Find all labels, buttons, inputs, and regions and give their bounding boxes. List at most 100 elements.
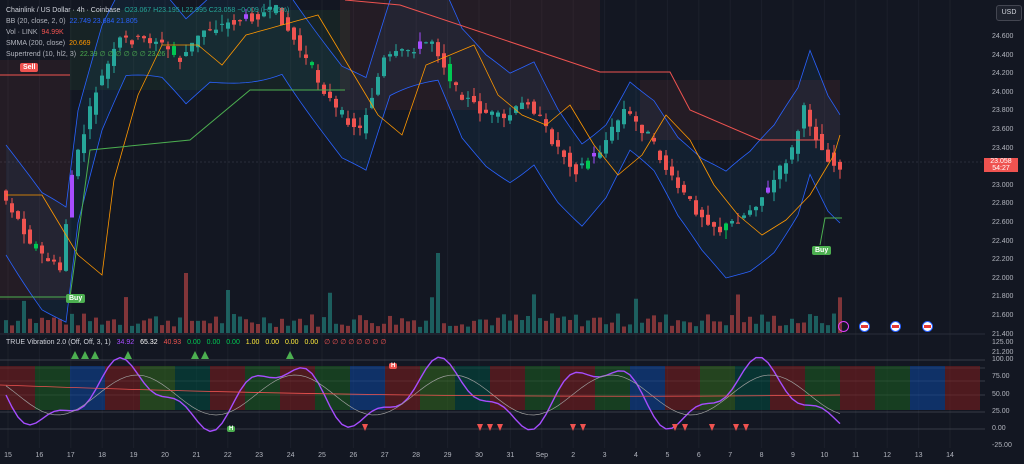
time-tick-label: 30 — [475, 452, 483, 459]
price-tick-label: 24.200 — [992, 70, 1014, 78]
candle — [76, 148, 80, 180]
bar-countdown: 54:27 — [992, 165, 1010, 172]
candle — [742, 212, 746, 220]
candle — [28, 225, 32, 245]
price-tick-label: 23.000 — [992, 181, 1014, 189]
candle — [454, 81, 458, 92]
candle — [808, 104, 812, 136]
time-tick-label: 6 — [696, 452, 701, 459]
symbol-title[interactable]: Chainlink / US Dollar · 4h · Coinbase — [6, 7, 121, 14]
oscillator-label[interactable]: TRUE Vibration 2.0 (Off, Off, 3, 1) — [6, 339, 111, 346]
time-tick-label: 16 — [35, 452, 44, 459]
candle — [22, 211, 26, 244]
time-tick-label: 19 — [129, 452, 138, 459]
vol-label[interactable]: Vol · LINK — [6, 29, 38, 36]
time-tick-label: 13 — [914, 452, 923, 459]
candle — [748, 205, 752, 217]
candle — [262, 3, 266, 18]
smma-label[interactable]: SMMA (200, close) — [6, 40, 66, 47]
candle — [208, 21, 212, 32]
candle — [406, 49, 410, 57]
candle — [286, 11, 290, 32]
candle — [670, 158, 674, 181]
time-tick-label: 28 — [412, 452, 421, 459]
candle — [322, 82, 326, 96]
candle — [826, 143, 830, 163]
candle — [610, 118, 614, 144]
price-tick-label: 21.800 — [992, 293, 1014, 301]
price-tick-label: 21.200 — [992, 349, 1014, 357]
osc-high-label: H — [389, 363, 398, 369]
price-tick-label: 24.000 — [992, 88, 1014, 96]
supertrend-value: 22.39 ∅ ∅ ∅ ∅ ∅ ∅ 23.26 — [80, 51, 166, 58]
candle — [346, 110, 350, 127]
candle — [70, 170, 74, 218]
candle — [604, 132, 608, 158]
us-flag-event-icon[interactable] — [859, 321, 870, 332]
candle — [256, 11, 260, 27]
candle — [130, 39, 134, 48]
candle — [766, 180, 770, 194]
price-tick-label: 22.600 — [992, 219, 1014, 226]
candle — [580, 157, 584, 169]
price-tick-label: 22.200 — [992, 256, 1014, 264]
us-flag-event-icon[interactable] — [922, 321, 933, 332]
candle — [712, 221, 716, 236]
candle — [814, 118, 818, 149]
candle — [664, 149, 668, 175]
candle — [832, 144, 836, 173]
osc-value-6: 0.00 — [226, 339, 240, 346]
candle — [142, 35, 146, 43]
time-tick-label: 31 — [506, 452, 515, 459]
osc-low-label: H — [227, 426, 236, 432]
candle — [400, 48, 404, 57]
candle — [688, 195, 692, 202]
osc-tick-label: -25.00 — [992, 442, 1012, 450]
osc-value-9: 0.00 — [284, 339, 299, 346]
time-tick-label: 8 — [759, 452, 764, 459]
bb-label[interactable]: BB (20, close, 2, 0) — [6, 18, 66, 25]
candle — [34, 241, 38, 251]
candle — [244, 9, 248, 22]
candle — [448, 56, 452, 89]
candle — [538, 106, 542, 117]
osc-tick-label: 25.00 — [992, 407, 1010, 415]
osc-tick-label: 75.00 — [992, 373, 1010, 381]
time-tick-label: 2 — [571, 452, 576, 459]
candle — [94, 86, 98, 124]
currency-button[interactable]: USD — [996, 5, 1022, 21]
price-tick-label: 23.600 — [992, 126, 1014, 133]
candle — [616, 119, 620, 140]
osc-tick-label: 0.00 — [992, 425, 1006, 432]
candle — [106, 60, 110, 89]
candle — [196, 35, 200, 53]
candle — [418, 32, 422, 55]
us-flag-event-icon[interactable] — [890, 321, 901, 332]
candle — [724, 222, 728, 239]
event-marker-icon[interactable] — [838, 321, 849, 332]
osc-tick-label: 50.00 — [992, 390, 1010, 398]
candle — [694, 195, 698, 217]
candle — [310, 60, 314, 69]
candle — [394, 44, 398, 58]
candle — [466, 91, 470, 108]
price-tick-label: 23.800 — [992, 107, 1014, 115]
candle — [658, 149, 662, 164]
candle — [292, 26, 296, 45]
candle — [634, 111, 638, 132]
osc-value-7: 1.00 — [245, 339, 260, 346]
supertrend-label[interactable]: Supertrend (10, hl2, 3) — [6, 51, 77, 58]
candle — [334, 95, 338, 117]
candle — [178, 55, 182, 70]
osc-value-3: 40.93 — [163, 339, 182, 346]
candle — [238, 19, 242, 26]
candle — [472, 87, 476, 104]
time-tick-label: 9 — [791, 452, 795, 459]
candle — [562, 149, 566, 165]
candle — [220, 14, 224, 32]
candle — [544, 113, 548, 133]
candle — [202, 30, 206, 45]
candle — [214, 20, 218, 36]
